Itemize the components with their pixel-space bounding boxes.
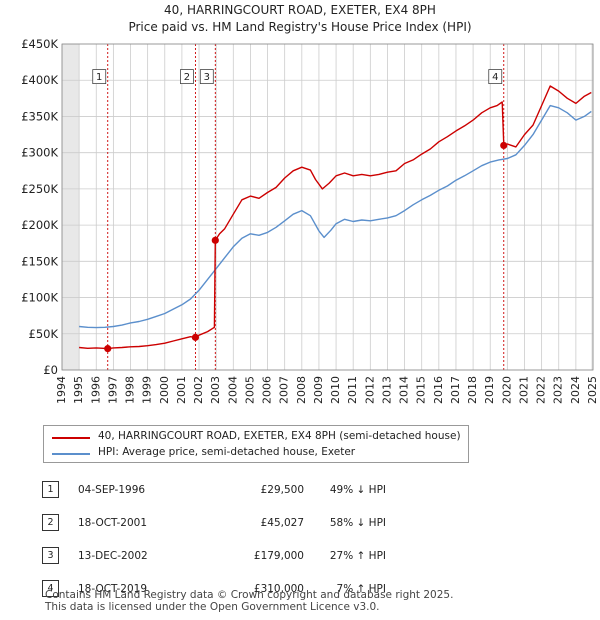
transaction-number: 2 — [42, 514, 59, 531]
x-tick-label: 2008 — [295, 376, 308, 404]
y-tick-label: £0 — [43, 363, 58, 377]
transaction-point — [104, 345, 112, 353]
transaction-price: £179,000 — [253, 549, 304, 562]
footer-line-2: This data is licensed under the Open Gov… — [45, 601, 380, 613]
x-tick-label: 2021 — [517, 376, 530, 404]
transaction-hpi: 58% ↓ HPI — [329, 516, 386, 529]
transaction-number: 1 — [42, 481, 59, 498]
transaction-date: 13-DEC-2002 — [78, 549, 148, 562]
chart-title-block: 40, HARRINGCOURT ROAD, EXETER, EX4 8PH P… — [0, 2, 600, 36]
table-row: 2 18-OCT-2001 £45,027 58% ↓ HPI — [42, 506, 386, 539]
x-tick-label: 2003 — [209, 376, 222, 404]
x-tick-label: 2010 — [329, 376, 342, 404]
x-tick-label: 2023 — [552, 376, 565, 404]
table-row: 4 18-OCT-2019 £310,000 7% ↑ HPI — [42, 572, 386, 605]
plot-area — [62, 44, 593, 370]
footer-attribution: Contains HM Land Registry data © Crown c… — [45, 589, 453, 613]
x-tick-label: 2025 — [586, 376, 599, 404]
transaction-price: £310,000 — [253, 582, 304, 595]
y-tick-label: £100K — [21, 291, 58, 305]
x-tick-label: 2001 — [175, 376, 188, 404]
x-tick-label: 2004 — [226, 376, 239, 404]
x-tick-label: 1998 — [124, 376, 137, 404]
hpi-line — [79, 104, 592, 329]
x-tick-label: 2009 — [312, 376, 325, 404]
legend-label-property: 40, HARRINGCOURT ROAD, EXETER, EX4 8PH (… — [98, 430, 461, 442]
y-tick-label: £350K — [21, 109, 58, 123]
x-tick-label: 2020 — [500, 376, 513, 404]
transaction-hpi: 27% ↑ HPI — [329, 549, 386, 562]
table-row: 1 04-SEP-1996 £29,500 49% ↓ HPI — [42, 473, 386, 506]
transaction-label: 4 — [492, 72, 498, 83]
transaction-label-box — [199, 69, 214, 84]
legend-swatch-property — [52, 437, 90, 439]
transaction-hpi: 49% ↓ HPI — [329, 483, 386, 496]
y-tick-label: £400K — [21, 73, 58, 87]
transaction-date: 04-SEP-1996 — [78, 483, 146, 496]
chart-legend: 40, HARRINGCOURT ROAD, EXETER, EX4 8PH (… — [43, 425, 469, 463]
x-tick-label: 2016 — [432, 376, 445, 404]
chart-subtitle: Price paid vs. HM Land Registry's House … — [128, 20, 472, 34]
transactions-table: 1 04-SEP-1996 £29,500 49% ↓ HPI 2 18-OCT… — [42, 473, 386, 605]
y-tick-label: £250K — [21, 182, 58, 196]
transaction-label-box — [180, 69, 194, 84]
transaction-point — [191, 333, 200, 341]
x-tick-label: 2005 — [243, 376, 256, 404]
y-tick-label: £450K — [21, 37, 58, 51]
x-tick-label: 2002 — [192, 376, 205, 404]
x-tick-label: 2017 — [449, 376, 462, 404]
transaction-date: 18-OCT-2019 — [78, 582, 147, 595]
transaction-label: 2 — [184, 72, 190, 83]
transaction-label-box — [92, 69, 107, 84]
transaction-price: £45,027 — [260, 516, 304, 529]
x-tick-label: 2014 — [398, 376, 411, 404]
transaction-number: 3 — [42, 547, 59, 564]
future-shade — [591, 44, 593, 370]
transaction-point — [211, 236, 219, 244]
transaction-date: 18-OCT-2001 — [78, 516, 147, 529]
x-tick-label: 1997 — [106, 376, 119, 404]
x-tick-label: 1994 — [55, 376, 68, 404]
x-tick-label: 2007 — [278, 376, 291, 404]
x-tick-label: 2012 — [363, 376, 376, 404]
table-row: 3 13-DEC-2002 £179,000 27% ↑ HPI — [42, 539, 386, 572]
price-chart: 1 2 3 4 £0 £50K £100K £150K £200K £250K £300K £350… — [21, 37, 599, 404]
x-tick-label: 1999 — [141, 376, 154, 404]
x-tick-label: 2013 — [380, 376, 393, 404]
transaction-label: 3 — [204, 72, 210, 83]
transaction-price: £29,500 — [260, 483, 304, 496]
y-tick-label: £50K — [29, 327, 59, 341]
y-tick-label: £300K — [21, 146, 58, 160]
x-tick-label: 2024 — [569, 376, 582, 404]
transaction-hpi: 7% ↑ HPI — [336, 582, 386, 595]
footer-line-1: Contains HM Land Registry data © Crown c… — [45, 589, 454, 601]
chart-title: 40, HARRINGCOURT ROAD, EXETER, EX4 8PH — [164, 3, 436, 17]
y-tick-label: £150K — [21, 254, 58, 268]
y-tick-label: £200K — [21, 218, 58, 232]
transaction-number: 4 — [42, 580, 59, 597]
x-tick-label: 2006 — [261, 376, 274, 404]
x-tick-label: 2018 — [466, 376, 479, 404]
transaction-label-box — [488, 69, 503, 84]
plot-border — [61, 43, 594, 371]
pre-data-shade — [62, 44, 80, 370]
x-tick-label: 2015 — [415, 376, 428, 404]
x-tick-label: 1995 — [72, 376, 85, 404]
x-tick-label: 2022 — [535, 376, 548, 404]
transaction-label: 1 — [96, 72, 102, 83]
x-tick-label: 2011 — [346, 376, 359, 404]
transaction-point — [500, 141, 508, 150]
x-tick-label: 1996 — [89, 376, 102, 404]
x-tick-label: 2019 — [483, 376, 496, 404]
x-tick-label: 2000 — [158, 376, 171, 404]
legend-label-hpi: HPI: Average price, semi-detached house,… — [98, 446, 356, 458]
legend-swatch-hpi — [52, 453, 90, 455]
